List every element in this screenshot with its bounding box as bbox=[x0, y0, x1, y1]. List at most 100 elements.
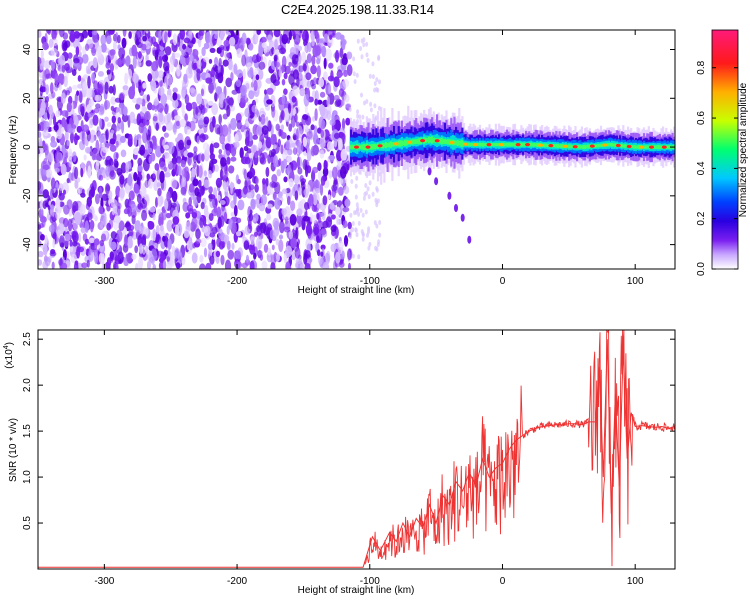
noise-speck bbox=[290, 115, 296, 128]
noise-speck bbox=[76, 90, 80, 96]
noise-speck bbox=[106, 222, 112, 231]
snr-scale-label: (x104) bbox=[3, 342, 15, 369]
noise-speck bbox=[377, 56, 381, 62]
signal-band-cell bbox=[413, 139, 416, 145]
noise-speck bbox=[191, 168, 197, 178]
noise-speck bbox=[338, 139, 343, 151]
noise-speck bbox=[174, 224, 180, 236]
noise-speck bbox=[220, 254, 225, 266]
noise-speck bbox=[131, 253, 137, 260]
noise-speck bbox=[164, 106, 169, 114]
noise-speck bbox=[122, 30, 127, 37]
signal-band-cell bbox=[361, 144, 364, 150]
noise-speck bbox=[294, 247, 301, 259]
signal-band-cell bbox=[478, 142, 482, 147]
noise-speck bbox=[197, 153, 202, 162]
noise-speck bbox=[226, 104, 231, 117]
noise-speck bbox=[135, 30, 142, 40]
noise-speck bbox=[375, 246, 379, 252]
noise-speck bbox=[121, 121, 125, 134]
noise-speck bbox=[241, 32, 247, 45]
noise-speck bbox=[132, 55, 137, 69]
noise-speck bbox=[69, 30, 76, 43]
noise-speck bbox=[305, 223, 312, 237]
noise-speck bbox=[167, 238, 172, 250]
noise-speck bbox=[106, 122, 112, 128]
noise-speck bbox=[254, 183, 259, 193]
noise-speck bbox=[231, 242, 235, 250]
noise-speck bbox=[328, 62, 334, 69]
y-tick-label: -20 bbox=[22, 188, 33, 203]
noise-speck bbox=[188, 208, 194, 215]
noise-speck bbox=[64, 239, 69, 248]
noise-speck bbox=[371, 74, 375, 80]
noise-speck bbox=[348, 234, 352, 240]
noise-speck bbox=[255, 33, 259, 44]
noise-speck bbox=[109, 251, 115, 260]
noise-speck bbox=[341, 99, 345, 106]
signal-band-cell bbox=[351, 144, 354, 150]
noise-speck bbox=[109, 63, 114, 73]
noise-speck bbox=[208, 213, 214, 222]
noise-speck bbox=[219, 44, 225, 51]
signal-peak bbox=[572, 145, 578, 149]
signal-band-cell bbox=[477, 143, 480, 147]
noise-speck bbox=[281, 94, 286, 105]
noise-speck bbox=[53, 115, 57, 126]
noise-speck bbox=[234, 250, 242, 260]
noise-speck bbox=[105, 155, 112, 165]
noise-speck bbox=[42, 243, 48, 256]
signal-peak bbox=[589, 144, 595, 148]
signal-band-cell bbox=[405, 139, 408, 146]
noise-speck bbox=[364, 209, 368, 215]
noise-speck bbox=[85, 86, 93, 99]
noise-speck bbox=[195, 238, 202, 244]
noise-speck bbox=[88, 237, 96, 244]
noise-speck bbox=[331, 214, 336, 220]
noise-speck bbox=[64, 233, 71, 242]
signal-band-cell bbox=[491, 143, 494, 147]
signal-band-cell bbox=[577, 144, 580, 149]
noise-speck bbox=[104, 81, 109, 95]
noise-speck bbox=[145, 60, 152, 67]
noise-speck bbox=[259, 253, 264, 261]
noise-speck bbox=[118, 47, 126, 59]
noise-speck bbox=[280, 144, 284, 155]
signal-peak bbox=[472, 143, 478, 147]
noise-speck bbox=[67, 218, 73, 232]
noise-speck bbox=[276, 253, 280, 262]
signal-band-cell bbox=[614, 143, 617, 147]
signal-band-cell bbox=[544, 143, 547, 148]
noise-speck bbox=[38, 189, 43, 197]
noise-speck bbox=[147, 147, 153, 153]
noise-speck bbox=[81, 188, 85, 195]
noise-speck bbox=[159, 50, 165, 57]
noise-speck bbox=[233, 192, 237, 206]
noise-speck bbox=[208, 194, 216, 200]
signal-band-cell bbox=[579, 145, 582, 149]
noise-speck bbox=[253, 79, 258, 92]
noise-speck bbox=[278, 234, 284, 240]
noise-speck bbox=[133, 147, 140, 156]
signal-band-cell bbox=[666, 145, 669, 149]
noise-speck bbox=[83, 74, 89, 80]
noise-speck bbox=[119, 174, 125, 185]
noise-speck bbox=[341, 250, 345, 260]
noise-speck bbox=[110, 241, 117, 251]
signal-band-cell bbox=[668, 145, 671, 150]
noise-speck bbox=[162, 125, 167, 132]
x-tick-label: -200 bbox=[227, 576, 247, 587]
noise-speck bbox=[340, 148, 348, 162]
noise-speck bbox=[217, 216, 222, 229]
noise-speck bbox=[140, 186, 146, 199]
noise-speck bbox=[190, 191, 195, 200]
noise-speck bbox=[274, 197, 281, 210]
noise-speck bbox=[134, 245, 139, 254]
noise-speck bbox=[94, 94, 102, 102]
signal-band-cell bbox=[634, 145, 638, 149]
noise-speck bbox=[265, 136, 272, 149]
noise-speck bbox=[337, 161, 343, 167]
noise-speck bbox=[66, 199, 73, 210]
noise-speck bbox=[191, 217, 198, 230]
